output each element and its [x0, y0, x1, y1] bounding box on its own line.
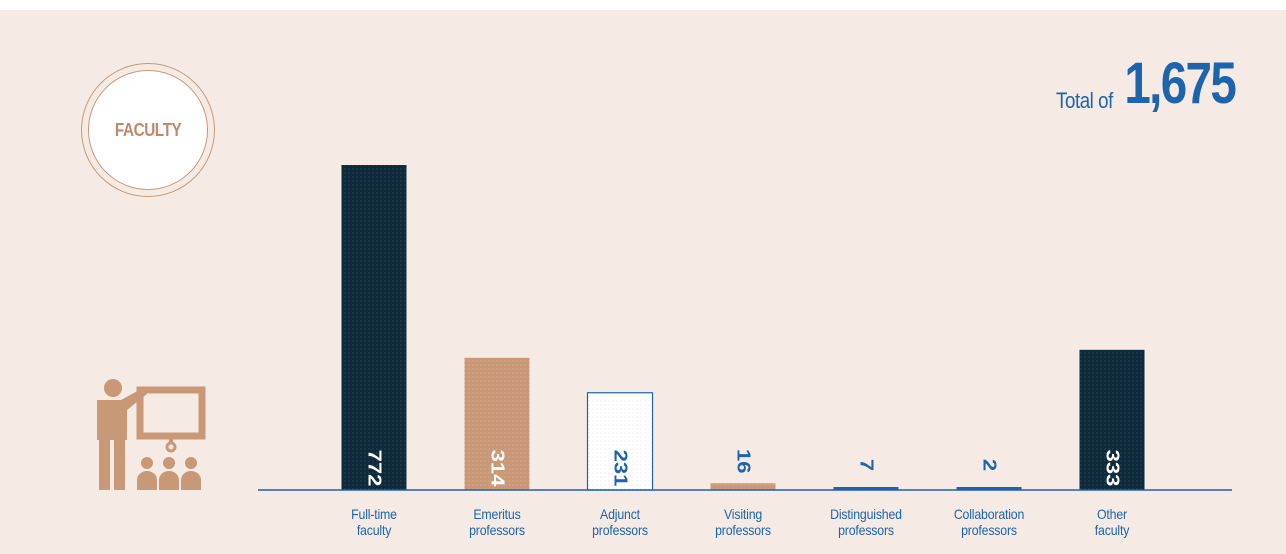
x-tick-label-line: professors [838, 522, 894, 538]
x-tick-label-6: Other faculty [1064, 506, 1161, 538]
bar-1 [464, 357, 530, 490]
badge-label: FACULTY [114, 119, 182, 140]
x-tick-label-line: Other [1097, 506, 1127, 522]
x-tick-label-2: Adjunct professors [572, 506, 669, 538]
bar-5 [956, 487, 1022, 490]
x-tick-label-line: faculty [356, 522, 392, 538]
x-tick-label-line: Visiting [723, 506, 763, 522]
x-tick-label-line: Distinguished [830, 506, 902, 522]
x-tick-label-0: Full-time faculty [326, 506, 423, 538]
top-white-strip [0, 0, 1286, 10]
bar-4 [833, 487, 899, 490]
x-tick-label-line: Adjunct [600, 506, 640, 522]
x-tick-label-5: Collaboration professors [941, 506, 1038, 538]
x-tick-label-line: professors [715, 522, 771, 538]
faculty-badge: FACULTY [81, 63, 215, 197]
bar-value-label-5: 2 [979, 459, 999, 471]
total-value: 1,675 [1124, 51, 1236, 116]
bar-value-label-6: 333 [1102, 450, 1122, 487]
bar-value-label-2: 231 [610, 450, 630, 487]
bar-value-label-4: 7 [856, 459, 876, 471]
x-tick-label-1: Emeritus professors [449, 506, 546, 538]
x-tick-label-line: Collaboration [953, 506, 1025, 522]
total-prefix: Total of [1056, 88, 1113, 113]
faculty-badge-inner: FACULTY [88, 70, 208, 190]
bar-value-label-0: 772 [364, 450, 384, 487]
bar-0 [341, 165, 407, 490]
bar-value-label-3: 16 [733, 449, 753, 473]
bar-3 [710, 483, 776, 490]
x-tick-label-line: professors [592, 522, 648, 538]
x-tick-label-line: professors [469, 522, 525, 538]
x-tick-label-4: Distinguished professors [818, 506, 915, 538]
x-tick-label-3: Visiting professors [695, 506, 792, 538]
bar-value-label-1: 314 [487, 450, 507, 487]
x-tick-label-line: professors [961, 522, 1017, 538]
x-tick-label-line: faculty [1094, 522, 1130, 538]
x-tick-label-line: Full-time [351, 506, 397, 522]
bar-6 [1079, 349, 1145, 490]
x-tick-label-line: Emeritus [473, 506, 521, 522]
teacher-presentation-icon [95, 378, 207, 495]
